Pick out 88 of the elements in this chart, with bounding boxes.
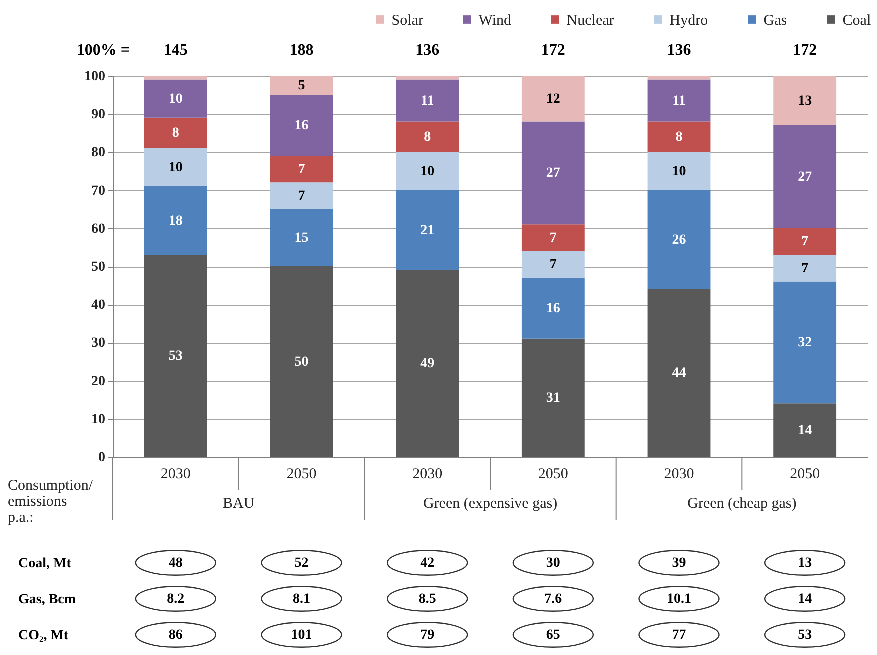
data-label: 11 xyxy=(420,94,434,109)
data-label: 12 xyxy=(546,92,560,107)
data-label: 48 xyxy=(168,556,183,571)
chart-title: Consumption/ emissions p.a.: xyxy=(8,478,94,526)
data-label: 7.6 xyxy=(544,592,562,607)
y-tick-label: 100 xyxy=(84,70,106,84)
data-label: 32 xyxy=(798,336,812,351)
x-tick-label: 2030 xyxy=(160,466,191,482)
data-label: 27 xyxy=(798,170,812,185)
data-label: 14 xyxy=(798,592,812,607)
data-label: 26 xyxy=(672,232,686,248)
data-label: 8.2 xyxy=(167,592,185,607)
data-label: 11 xyxy=(672,94,686,109)
data-label: 7 xyxy=(802,261,809,276)
y-tick-label: 60 xyxy=(92,222,106,237)
data-label: 21 xyxy=(420,223,435,238)
data-label: 7 xyxy=(298,189,306,204)
y-tick-label: 30 xyxy=(92,336,106,352)
data-label: 101 xyxy=(291,628,312,643)
data-label: 16 xyxy=(546,301,560,316)
y-tick-label: Coal, Mt xyxy=(18,556,72,572)
x-tick-label: 2050 xyxy=(790,466,820,482)
data-label: 53 xyxy=(798,628,812,643)
data-label: 65 xyxy=(546,628,560,643)
data-label: 15 xyxy=(294,230,309,246)
data-label: 13 xyxy=(798,94,812,109)
data-label: 10 xyxy=(168,92,183,107)
data-label: 8 xyxy=(172,126,180,142)
y-tick-label: 90 xyxy=(92,108,106,123)
data-label: 7 xyxy=(550,230,557,246)
data-label: 8.5 xyxy=(418,592,436,607)
x-tick-label: 2030 xyxy=(412,466,443,482)
data-label: 77 xyxy=(672,628,686,643)
data-label: 53 xyxy=(168,349,183,364)
data-label: 5 xyxy=(298,78,306,94)
text: 136 xyxy=(667,42,692,59)
y-tick-label: 50 xyxy=(92,260,106,275)
legend-label: Nuclear xyxy=(566,12,614,29)
data-label: 50 xyxy=(294,354,309,370)
y-tick-label: 20 xyxy=(92,374,106,390)
data-label: 39 xyxy=(672,556,686,571)
data-label: 10 xyxy=(672,164,686,180)
data-label: 86 xyxy=(168,628,183,643)
data-label: 8 xyxy=(424,130,432,145)
data-label: 13 xyxy=(798,556,812,571)
data-label: 31 xyxy=(546,390,560,406)
y-tick-label: 70 xyxy=(92,184,106,199)
text: 100% = xyxy=(76,42,130,59)
data-label: 52 xyxy=(294,556,309,571)
data-label: 10 xyxy=(168,160,183,176)
data-label: 49 xyxy=(420,356,435,372)
x-tick-label: 2050 xyxy=(538,466,568,482)
text: 172 xyxy=(793,42,818,59)
data-label: 10.1 xyxy=(667,592,692,607)
legend-label: Gas xyxy=(764,12,788,29)
data-label: 7 xyxy=(550,258,557,273)
data-label: 10 xyxy=(420,164,435,180)
text: Green (cheap gas) xyxy=(688,496,797,512)
text: 188 xyxy=(290,42,314,59)
y-tick-label: 40 xyxy=(92,298,106,314)
x-tick-label: 2050 xyxy=(286,466,317,482)
data-label: 18 xyxy=(168,214,183,229)
data-label: 14 xyxy=(798,423,812,438)
data-label: 79 xyxy=(420,628,435,643)
y-tick-label: 10 xyxy=(92,412,106,428)
y-tick-label: 0 xyxy=(98,450,106,466)
y-tick-label: 80 xyxy=(92,146,106,161)
data-label: 16 xyxy=(294,118,309,134)
text: 136 xyxy=(416,42,440,59)
legend-label: Wind xyxy=(478,12,512,29)
legend-label: Hydro xyxy=(670,12,708,29)
data-label: 44 xyxy=(672,366,686,382)
data-label: 8 xyxy=(676,130,683,145)
x-tick-label: 2030 xyxy=(664,466,694,482)
legend-label: Solar xyxy=(392,12,424,29)
y-tick-label: Gas, Bcm xyxy=(18,592,76,608)
data-label: 7 xyxy=(802,234,809,250)
text: Green (expensive gas) xyxy=(423,496,558,512)
text: BAU xyxy=(222,496,255,512)
data-label: 30 xyxy=(546,556,560,571)
data-label: 8.1 xyxy=(293,592,310,607)
text: 145 xyxy=(164,42,188,59)
data-label: 42 xyxy=(420,556,435,571)
data-label: 7 xyxy=(298,162,306,178)
data-label: 27 xyxy=(546,166,560,182)
y-tick-label: CO₂, Mt xyxy=(18,628,69,644)
legend-label: Coal xyxy=(842,12,872,29)
text: 172 xyxy=(541,42,566,59)
